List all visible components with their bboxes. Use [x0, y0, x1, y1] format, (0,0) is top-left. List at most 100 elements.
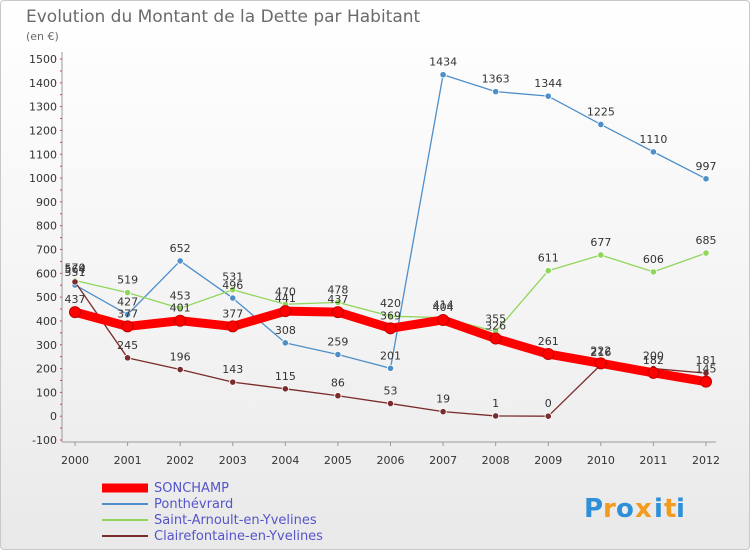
data-label: 570 — [65, 261, 86, 274]
data-point — [71, 278, 79, 286]
data-point — [176, 304, 184, 312]
y-tick-label: 700 — [36, 244, 57, 257]
data-point — [334, 350, 342, 359]
data-label: 441 — [275, 292, 296, 305]
data-label: 404 — [433, 301, 454, 314]
y-tick-label: 1000 — [29, 172, 57, 185]
data-point — [702, 175, 710, 183]
data-label: 377 — [117, 307, 138, 320]
x-tick-label: 2002 — [166, 454, 194, 467]
logo-letter: r — [603, 494, 616, 524]
data-label: 0 — [545, 397, 552, 410]
data-label: 414 — [433, 299, 454, 312]
y-tick-label: 1100 — [29, 148, 57, 161]
data-label: 201 — [380, 349, 401, 362]
data-label: 478 — [327, 283, 348, 296]
data-point — [334, 392, 342, 400]
data-label: 1 — [492, 397, 499, 410]
data-point — [492, 412, 500, 420]
data-point — [544, 267, 552, 275]
logo-letter: o — [616, 494, 634, 524]
data-point — [437, 313, 450, 326]
data-label: 551 — [65, 266, 86, 279]
data-point — [229, 294, 237, 302]
data-label: 326 — [485, 320, 506, 333]
legend-label: Ponthévrard — [154, 497, 233, 512]
y-tick-label: 1200 — [29, 124, 57, 137]
data-label: 685 — [696, 234, 717, 247]
data-point — [123, 310, 132, 319]
logo-letter: P — [584, 494, 603, 524]
data-label: 677 — [590, 236, 611, 249]
y-tick-label: 1300 — [29, 101, 57, 114]
y-tick-label: 1400 — [29, 77, 57, 90]
data-point — [439, 71, 447, 79]
data-label: 259 — [327, 336, 348, 349]
data-point — [123, 289, 132, 297]
y-tick-label: 900 — [36, 196, 57, 209]
data-label: 1363 — [482, 73, 510, 86]
logo-letter: i — [654, 494, 663, 524]
data-point — [121, 320, 134, 333]
axes: -100 0 100 200 300 400 500 600 700 800 900 1000 1100… — [29, 52, 720, 467]
data-label: 181 — [696, 354, 717, 367]
data-point — [492, 88, 500, 96]
data-point — [700, 375, 712, 388]
y-tick-label: 0 — [50, 410, 57, 423]
data-label: 182 — [643, 354, 664, 367]
data-label: 377 — [222, 307, 243, 320]
y-tick-label: 300 — [36, 339, 57, 352]
x-tick-label: 2011 — [639, 454, 667, 467]
data-point — [174, 314, 187, 327]
data-label: 531 — [222, 271, 243, 284]
data-label: 216 — [590, 346, 611, 359]
data-point — [702, 249, 710, 257]
data-point — [489, 332, 502, 345]
data-label: 1434 — [429, 56, 457, 69]
y-tick-label: 400 — [36, 315, 57, 328]
x-tick-label: 2006 — [377, 454, 405, 467]
data-point — [649, 148, 658, 156]
y-tick-label: 1500 — [29, 53, 57, 66]
data-point — [544, 412, 552, 420]
logo-letter: x — [635, 494, 652, 524]
data-point — [331, 306, 344, 319]
data-point — [597, 251, 605, 259]
data-point — [649, 268, 658, 276]
x-tick-label: 2010 — [587, 454, 615, 467]
data-label: 115 — [275, 370, 296, 383]
data-label: 564 — [65, 263, 86, 276]
x-tick-label: 2007 — [429, 454, 457, 467]
data-label: 611 — [538, 252, 559, 265]
data-point — [597, 120, 605, 129]
data-point — [439, 408, 447, 416]
data-label: 1344 — [534, 77, 562, 90]
data-label: 652 — [170, 242, 191, 255]
x-tick-label: 2001 — [114, 454, 142, 467]
data-point — [123, 354, 132, 362]
x-tick-label: 2004 — [271, 454, 299, 467]
data-label: 427 — [117, 296, 138, 309]
data-label: 1110 — [639, 133, 667, 146]
legend: SONCHAMPPonthévrardSaint-Arnoult-en-Yvel… — [102, 481, 323, 544]
data-label: 437 — [65, 293, 86, 306]
data-label: 308 — [275, 324, 296, 337]
data-point — [386, 399, 395, 408]
data-label: 470 — [275, 285, 296, 298]
data-label: 401 — [170, 302, 191, 315]
data-point — [229, 286, 237, 294]
data-point — [384, 322, 397, 335]
x-tick-label: 2005 — [324, 454, 352, 467]
series-layer — [69, 71, 712, 420]
logo-letter: i — [676, 494, 685, 524]
data-label: 86 — [331, 377, 345, 390]
data-point — [334, 298, 342, 306]
y-tick-label: 200 — [36, 363, 57, 376]
y-tick-label: 800 — [36, 220, 57, 233]
data-label: 437 — [327, 293, 348, 306]
data-label: 19 — [436, 393, 450, 406]
chart-subtitle: (en €) — [26, 30, 59, 43]
